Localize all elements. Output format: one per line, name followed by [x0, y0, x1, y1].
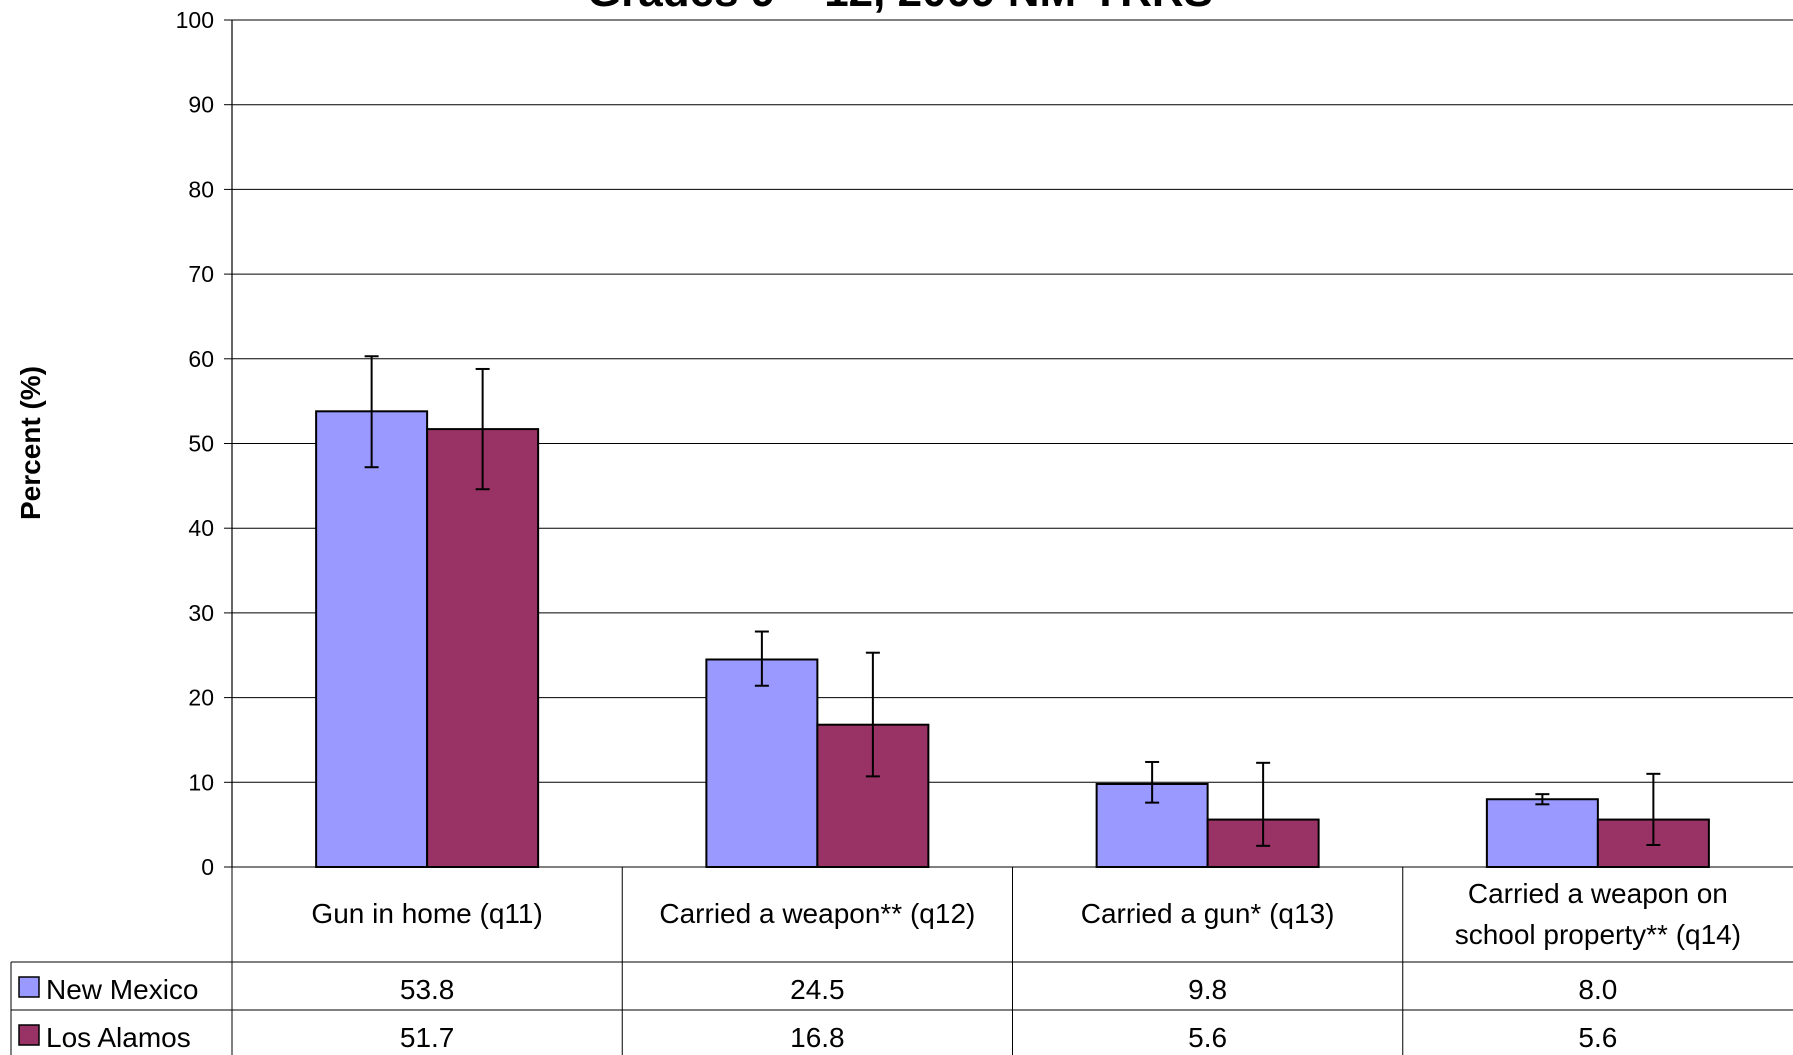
data-table-value: 24.5 — [790, 974, 845, 1005]
y-tick-label: 30 — [188, 600, 214, 626]
data-table-value: 53.8 — [400, 974, 455, 1005]
data-table: Gun in home (q11) Carried a weapon** (q12… — [10, 867, 1793, 1055]
bar — [315, 410, 429, 868]
data-table-value: 5.6 — [1188, 1022, 1227, 1053]
bar — [705, 658, 819, 868]
y-tick-label: 80 — [188, 176, 214, 202]
y-tick-label: 40 — [188, 515, 214, 541]
y-tick-label: 100 — [176, 7, 214, 33]
y-tick-label: 70 — [188, 261, 214, 287]
category-label: Carried a weapon** (q12) — [659, 898, 975, 929]
data-table-value: 16.8 — [790, 1022, 845, 1053]
bar — [1485, 798, 1599, 868]
y-tick-label: 0 — [201, 854, 214, 880]
category-label: Carried a gun* (q13) — [1081, 898, 1335, 929]
y-axis-label: Percent (%) — [15, 366, 46, 520]
y-tick-label: 10 — [188, 769, 214, 795]
bar — [426, 428, 540, 868]
bars — [315, 410, 1710, 869]
data-table-value: 8.0 — [1578, 974, 1617, 1005]
legend-swatch — [18, 1024, 40, 1046]
data-table-value: 51.7 — [400, 1022, 455, 1053]
y-tick-label: 60 — [188, 346, 214, 372]
error-bars — [364, 355, 1661, 847]
category-label: Gun in home (q11) — [311, 898, 542, 929]
y-tick-label: 90 — [188, 92, 214, 118]
chart-title: Grades 9 – 12, 2009 NM-YRRS — [587, 0, 1213, 16]
legend-swatch — [18, 976, 40, 998]
category-label: Carried a weapon on — [1468, 878, 1728, 909]
category-label: school property** (q14) — [1455, 919, 1741, 950]
y-tick-label: 20 — [188, 685, 214, 711]
data-table-value: 5.6 — [1578, 1022, 1617, 1053]
legend-label: Los Alamos — [46, 1022, 191, 1053]
data-table-value: 9.8 — [1188, 974, 1227, 1005]
y-axis-ticks: 0 10 20 30 40 50 60 70 80 90 100 — [176, 7, 232, 880]
y-tick-label: 50 — [188, 431, 214, 457]
legend-label: New Mexico — [46, 974, 198, 1005]
